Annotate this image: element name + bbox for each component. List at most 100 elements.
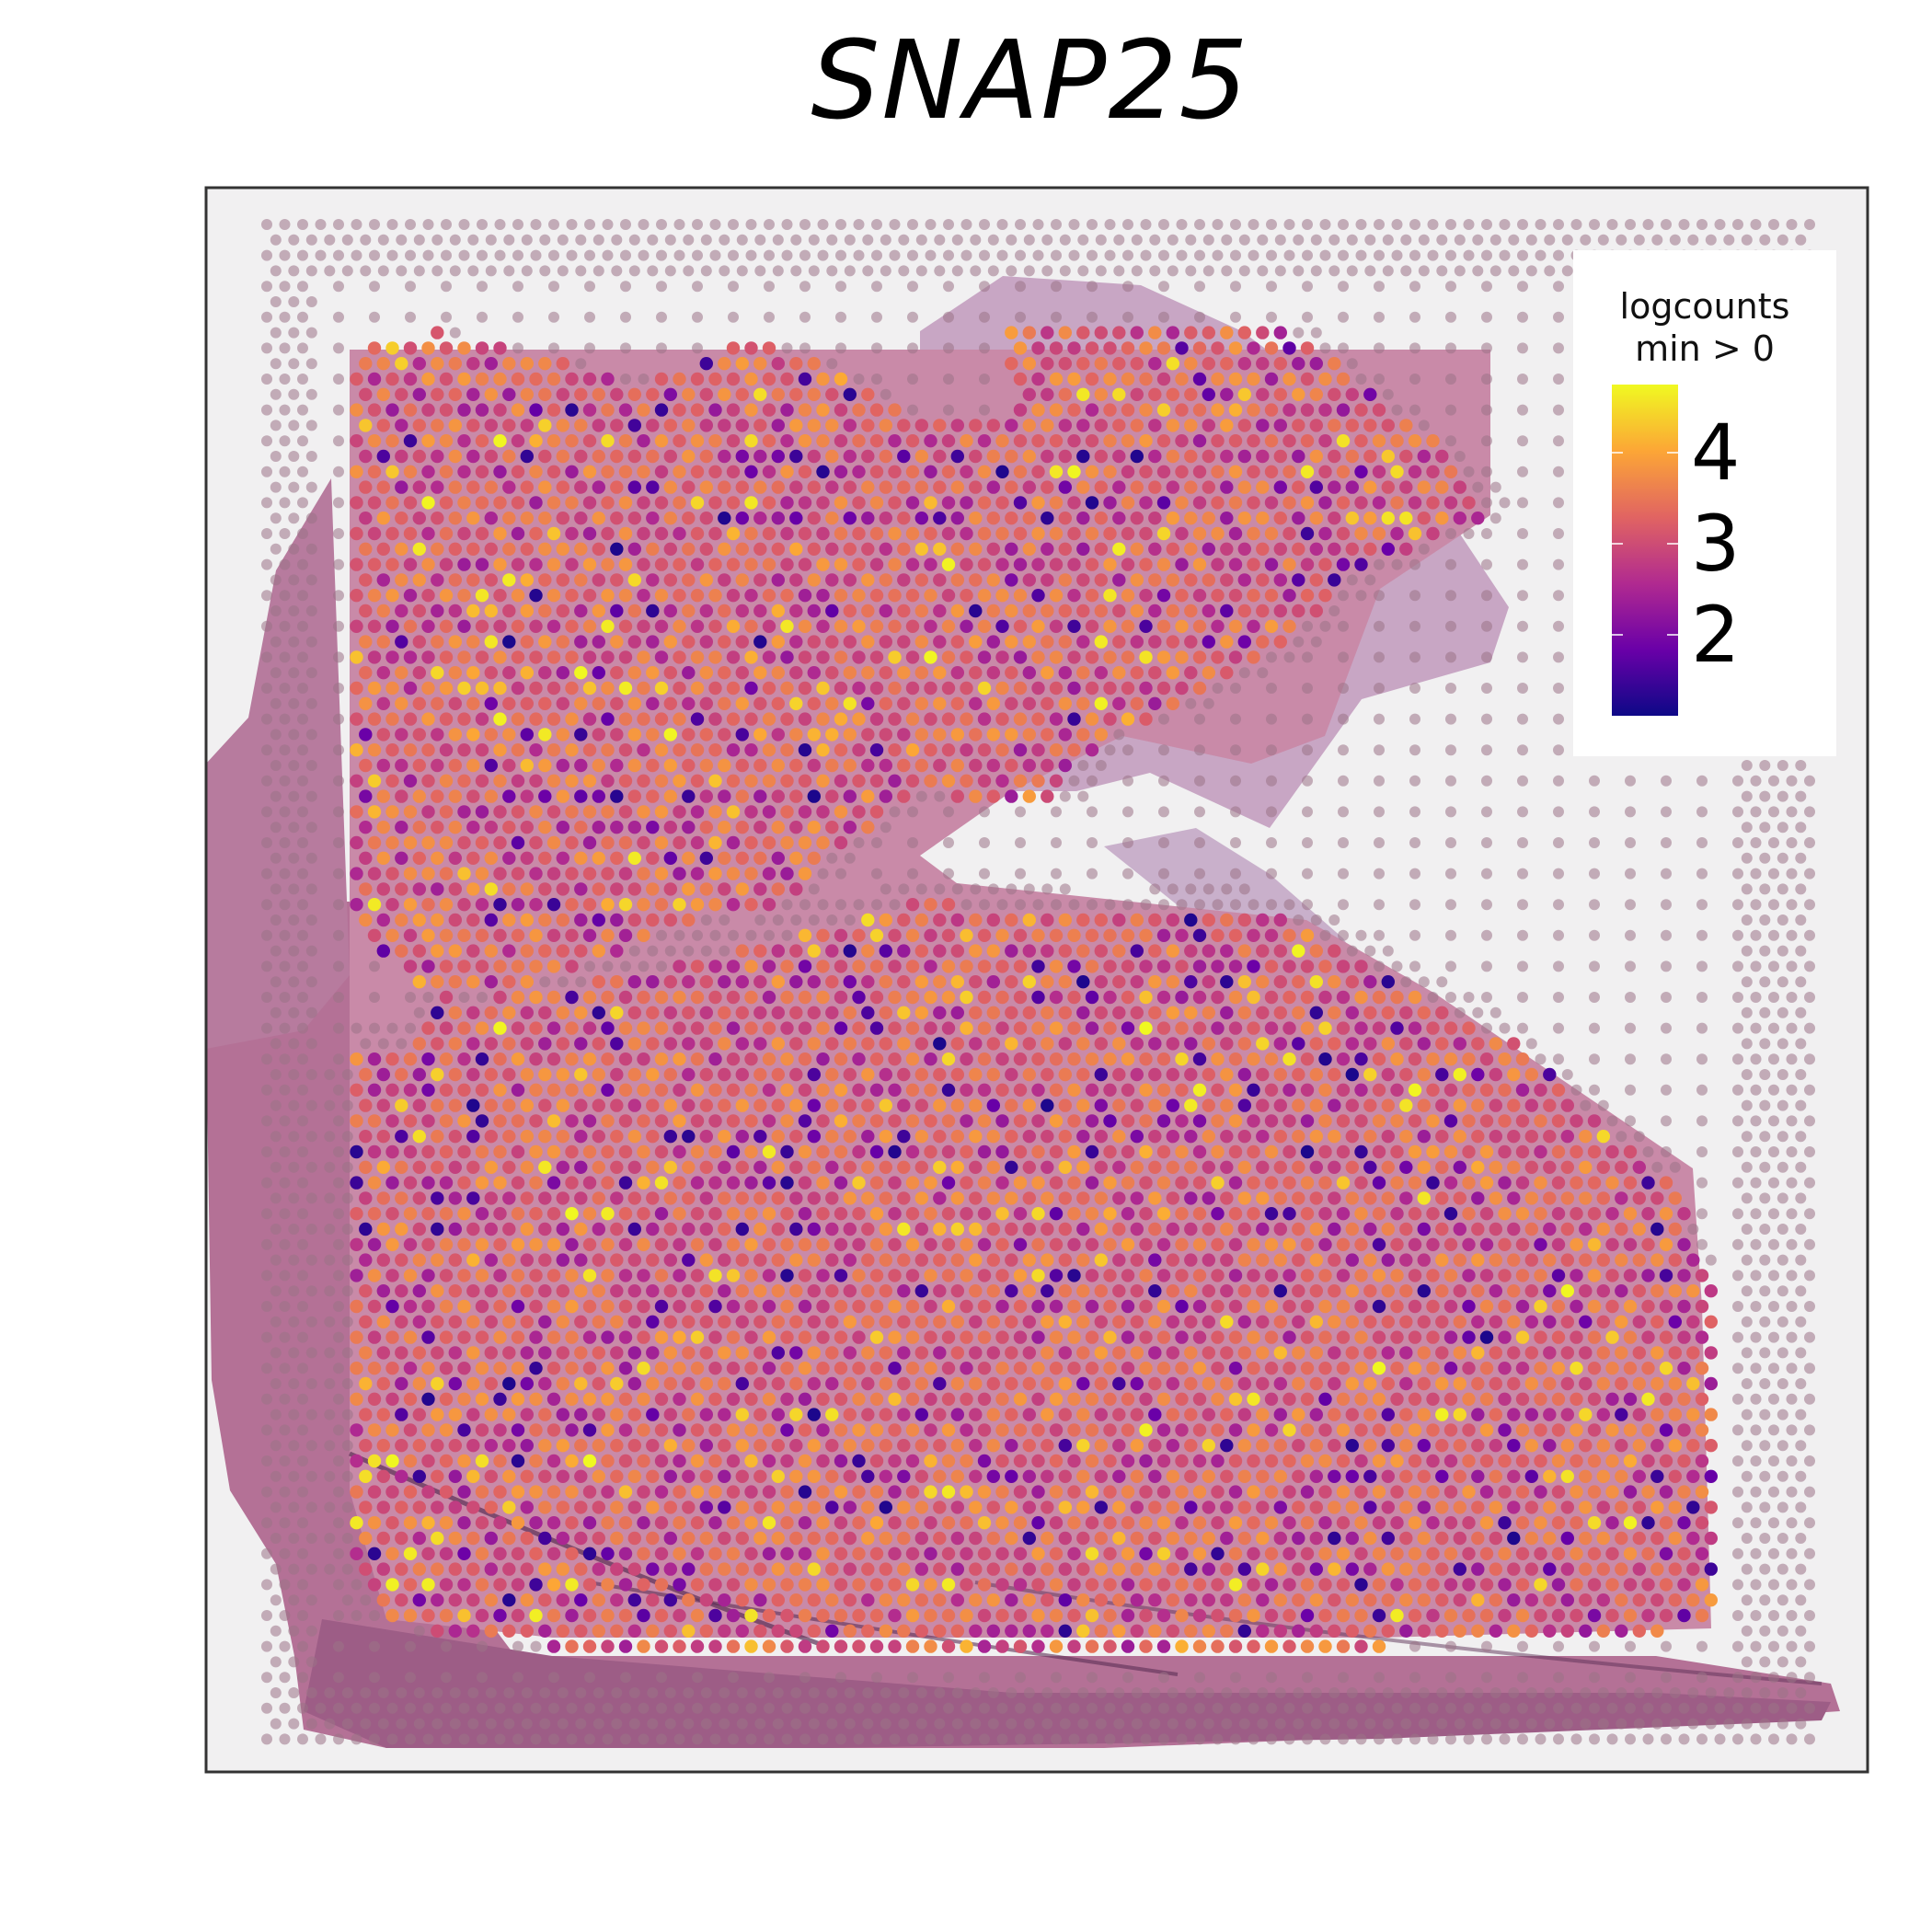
expression-spot xyxy=(448,944,462,958)
expression-spot xyxy=(1489,1037,1503,1051)
expression-spot xyxy=(1022,1098,1037,1112)
expression-spot xyxy=(1094,326,1109,339)
expression-spot xyxy=(1300,1052,1315,1066)
background-spot xyxy=(575,1687,587,1698)
background-spot xyxy=(333,435,344,447)
background-spot xyxy=(1015,281,1026,293)
expression-spot xyxy=(367,1114,382,1128)
expression-spot xyxy=(520,728,534,742)
background-spot xyxy=(764,311,775,323)
background-spot xyxy=(1696,1177,1708,1189)
expression-spot xyxy=(1363,1037,1377,1051)
expression-spot xyxy=(1220,944,1234,958)
expression-spot xyxy=(861,1160,875,1175)
expression-spot xyxy=(421,712,435,726)
expression-spot xyxy=(960,960,973,973)
expression-spot xyxy=(690,372,705,386)
background-spot xyxy=(683,265,695,277)
background-spot xyxy=(333,744,344,756)
expression-spot xyxy=(367,681,382,696)
expression-spot xyxy=(466,944,480,958)
expression-spot xyxy=(673,743,686,757)
expression-spot xyxy=(350,558,363,571)
expression-spot xyxy=(914,449,928,464)
expression-spot xyxy=(610,696,624,710)
expression-spot xyxy=(627,882,641,896)
expression-spot xyxy=(439,589,454,603)
expression-spot xyxy=(385,526,399,541)
background-spot xyxy=(1481,1022,1492,1034)
expression-spot xyxy=(627,789,641,803)
expression-spot xyxy=(574,449,588,464)
expression-spot xyxy=(960,589,973,603)
expression-spot xyxy=(1328,1067,1341,1082)
expression-spot xyxy=(412,728,426,742)
background-spot xyxy=(297,1424,308,1436)
expression-spot xyxy=(897,1037,911,1051)
expression-spot xyxy=(1471,512,1485,525)
expression-spot xyxy=(1022,449,1037,464)
background-spot xyxy=(1122,775,1133,787)
expression-spot xyxy=(950,604,965,618)
background-spot xyxy=(1705,1687,1717,1698)
expression-spot xyxy=(1453,512,1467,525)
expression-spot xyxy=(1354,526,1368,541)
expression-spot xyxy=(690,1052,705,1066)
background-spot xyxy=(324,1563,336,1575)
background-spot xyxy=(548,281,559,293)
background-spot xyxy=(1651,1718,1663,1730)
expression-spot xyxy=(637,526,650,541)
expression-spot xyxy=(825,1006,839,1020)
expression-spot xyxy=(969,728,983,742)
expression-spot xyxy=(1013,372,1028,386)
expression-spot xyxy=(484,975,498,989)
expression-spot xyxy=(385,589,399,603)
expression-spot xyxy=(905,1176,920,1190)
background-spot xyxy=(1266,281,1277,293)
expression-spot xyxy=(556,1191,569,1205)
expression-spot xyxy=(1112,944,1126,958)
expression-spot xyxy=(1211,465,1225,478)
expression-spot xyxy=(1067,1052,1081,1066)
background-spot xyxy=(297,1702,308,1714)
background-spot xyxy=(288,605,300,616)
expression-spot xyxy=(654,403,669,417)
expression-spot xyxy=(1318,434,1332,448)
expression-spot xyxy=(395,542,408,556)
background-spot xyxy=(305,1254,317,1266)
expression-spot xyxy=(663,851,677,865)
expression-spot xyxy=(1328,1098,1341,1112)
expression-spot xyxy=(735,357,749,371)
expression-spot xyxy=(359,696,373,710)
expression-spot xyxy=(1076,1037,1090,1051)
expression-spot xyxy=(1237,1130,1252,1144)
background-spot xyxy=(1238,265,1250,277)
background-spot xyxy=(1238,667,1250,679)
background-spot xyxy=(288,1316,300,1328)
expression-spot xyxy=(1130,944,1144,958)
background-spot xyxy=(270,1099,282,1111)
expression-spot xyxy=(1354,990,1368,1005)
expression-spot xyxy=(627,573,641,587)
expression-spot xyxy=(457,1176,471,1190)
background-spot xyxy=(261,1146,272,1157)
background-spot xyxy=(1553,219,1564,230)
expression-spot xyxy=(753,882,767,896)
expression-spot xyxy=(654,681,669,696)
expression-spot xyxy=(843,728,857,742)
expression-spot xyxy=(546,434,561,448)
background-spot xyxy=(1499,219,1511,230)
expression-spot xyxy=(367,650,382,664)
background-spot xyxy=(530,1733,542,1745)
background-spot xyxy=(1194,249,1205,261)
expression-spot xyxy=(1363,512,1377,525)
expression-spot xyxy=(1156,341,1171,355)
background-spot xyxy=(1338,775,1349,787)
background-spot xyxy=(1248,1733,1259,1745)
expression-spot xyxy=(403,619,418,633)
expression-spot xyxy=(546,867,561,880)
background-spot xyxy=(754,265,766,277)
background-spot xyxy=(1795,1656,1807,1668)
expression-spot xyxy=(789,1098,803,1112)
background-spot xyxy=(1786,1610,1798,1621)
